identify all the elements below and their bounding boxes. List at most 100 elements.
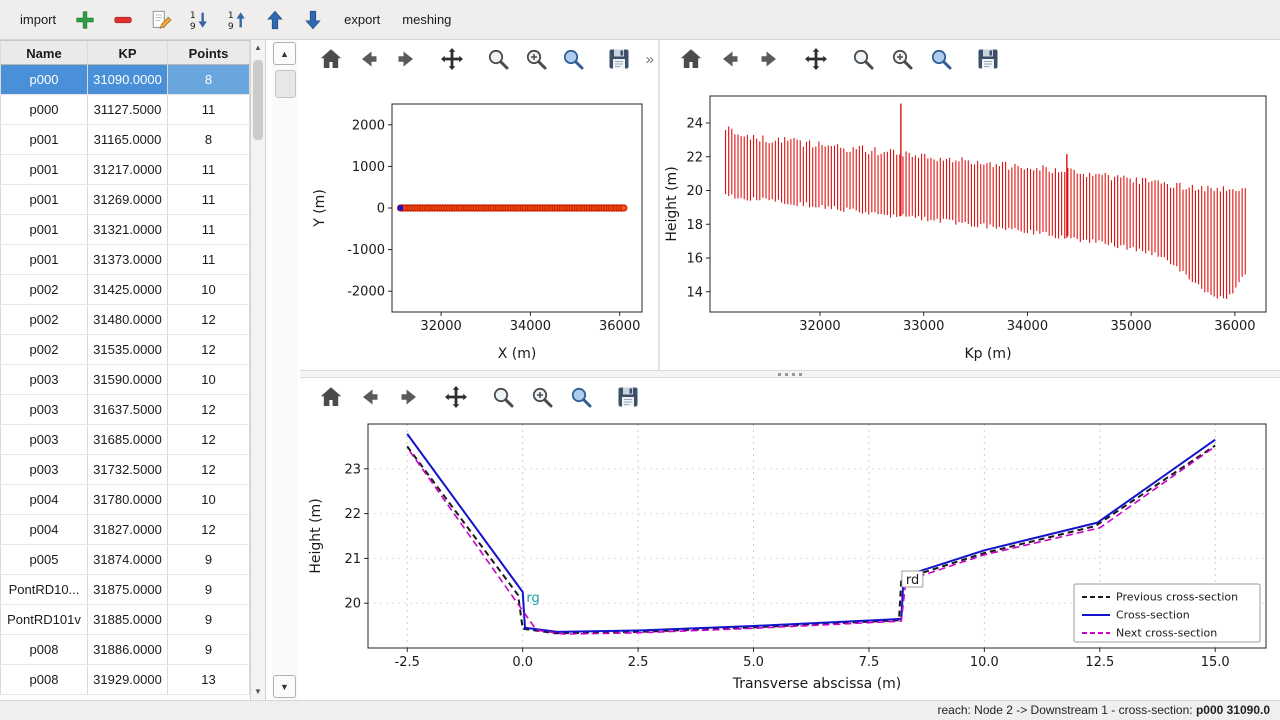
svg-text:12.5: 12.5 — [1085, 655, 1114, 670]
table-cell: p002 — [0, 275, 88, 305]
scroll-up-icon[interactable]: ▲ — [254, 43, 262, 52]
remove-cross-section-button[interactable] — [110, 6, 138, 34]
save-figure-button[interactable] — [613, 381, 645, 413]
table-cell: p003 — [0, 425, 88, 455]
zoom-in-button[interactable] — [521, 43, 552, 75]
table-row[interactable]: p001 31269.0000 11 — [0, 185, 250, 215]
edit-cross-section-button[interactable] — [148, 6, 176, 34]
pan-button[interactable] — [437, 43, 468, 75]
svg-text:2.5: 2.5 — [628, 655, 649, 670]
table-row[interactable]: p005 31874.0000 9 — [0, 545, 250, 575]
save-figure-button[interactable] — [604, 43, 635, 75]
minus-icon — [112, 9, 134, 31]
table-row[interactable]: p002 31535.0000 12 — [0, 335, 250, 365]
table-row[interactable]: p002 31425.0000 10 — [0, 275, 250, 305]
table-row[interactable]: p001 31321.0000 11 — [0, 215, 250, 245]
zoom-rect-button[interactable] — [566, 381, 598, 413]
pan-button[interactable] — [441, 381, 473, 413]
table-cell: p001 — [0, 125, 88, 155]
vertical-splitter[interactable] — [658, 40, 660, 370]
zoom-button[interactable] — [483, 43, 514, 75]
panel-scroll-up-button[interactable]: ▲ — [273, 42, 296, 65]
panel-scroll-down-button[interactable]: ▼ — [273, 675, 296, 698]
home-button[interactable] — [316, 43, 347, 75]
table-cell: p008 — [0, 635, 88, 665]
table-scrollbar-thumb[interactable] — [253, 60, 263, 140]
longitudinal-plot[interactable]: 32000 33000 34000 35000 36000 14 16 18 20 22 24 Kp … — [660, 78, 1280, 370]
table-row[interactable]: p003 31637.5000 12 — [0, 395, 250, 425]
home-button[interactable] — [316, 381, 348, 413]
forward-button[interactable] — [391, 43, 422, 75]
svg-text:Y (m): Y (m) — [312, 189, 328, 228]
zoom-button[interactable] — [488, 381, 520, 413]
table-cell: p001 — [0, 155, 88, 185]
import-button[interactable]: import — [14, 8, 62, 31]
table-cell: p001 — [0, 185, 88, 215]
table-row[interactable]: p004 31780.0000 10 — [0, 485, 250, 515]
zoom-button[interactable] — [848, 43, 880, 75]
cross-section-plot[interactable]: -2.5 0.0 2.5 5.0 7.5 10.0 12.5 15.0 20 21 22 23 Tran… — [300, 414, 1280, 700]
table-cell: 11 — [168, 95, 250, 125]
cross-section-list-panel: Name KP Points p000 31090.0000 8 p000 31127.… — [0, 40, 300, 700]
svg-text:23: 23 — [344, 462, 361, 477]
home-button[interactable] — [676, 43, 708, 75]
table-row[interactable]: p001 31373.0000 11 — [0, 245, 250, 275]
sort-ascending-button[interactable] — [186, 6, 214, 34]
back-button[interactable] — [354, 43, 385, 75]
table-cell: PontRD101v — [0, 605, 88, 635]
table-row[interactable]: p000 31090.0000 8 — [0, 65, 250, 95]
table-row[interactable]: p001 31217.0000 11 — [0, 155, 250, 185]
table-cell: 9 — [168, 635, 250, 665]
table-cell: 31827.0000 — [88, 515, 168, 545]
table-row[interactable]: p003 31685.0000 12 — [0, 425, 250, 455]
back-button[interactable] — [355, 381, 387, 413]
forward-button[interactable] — [394, 381, 426, 413]
meshing-button[interactable]: meshing — [396, 8, 457, 31]
table-cell: 11 — [168, 245, 250, 275]
table-row[interactable]: p000 31127.5000 11 — [0, 95, 250, 125]
table-cell: p005 — [0, 545, 88, 575]
table-row[interactable]: p003 31732.5000 12 — [0, 455, 250, 485]
table-scrollbar[interactable]: ▲ ▼ — [250, 40, 266, 700]
table-row[interactable]: p008 31886.0000 9 — [0, 635, 250, 665]
table-cell: 31886.0000 — [88, 635, 168, 665]
forward-button[interactable] — [754, 43, 786, 75]
zoom-in-button[interactable] — [887, 43, 919, 75]
sort-descending-button[interactable] — [224, 6, 252, 34]
zoom-rect-button[interactable] — [558, 43, 589, 75]
scroll-down-icon[interactable]: ▼ — [254, 687, 262, 696]
panel-scrollbar[interactable]: ▲ ▼ — [272, 40, 298, 700]
back-button[interactable] — [715, 43, 747, 75]
export-button[interactable]: export — [338, 8, 386, 31]
move-up-button[interactable] — [262, 6, 290, 34]
zoom-rect-button[interactable] — [926, 43, 958, 75]
save-figure-button[interactable] — [973, 43, 1005, 75]
panel-scrollbar-thumb[interactable] — [275, 70, 296, 98]
table-cell: 31373.0000 — [88, 245, 168, 275]
table-row[interactable]: p002 31480.0000 12 — [0, 305, 250, 335]
save-icon — [616, 385, 640, 409]
pan-button[interactable] — [801, 43, 833, 75]
column-header-points[interactable]: Points — [168, 40, 250, 65]
svg-text:20: 20 — [686, 184, 703, 199]
table-cell: 31885.0000 — [88, 605, 168, 635]
magnifier-rect-icon — [561, 47, 585, 71]
table-row[interactable]: p008 31929.0000 13 — [0, 665, 250, 695]
horizontal-splitter[interactable] — [300, 370, 1280, 378]
add-cross-section-button[interactable] — [72, 6, 100, 34]
toolbar-overflow-button[interactable]: » — [642, 51, 658, 68]
plan-view-plot[interactable]: 32000 34000 36000 2000 1000 0 -1000 -2000 X (m) Y… — [300, 78, 658, 370]
move-down-button[interactable] — [300, 6, 328, 34]
table-row[interactable]: p003 31590.0000 10 — [0, 365, 250, 395]
table-cell: p000 — [0, 65, 88, 95]
svg-text:35000: 35000 — [1110, 319, 1151, 334]
table-cell: p003 — [0, 395, 88, 425]
table-row[interactable]: p001 31165.0000 8 — [0, 125, 250, 155]
table-row[interactable]: PontRD101v 31885.0000 9 — [0, 605, 250, 635]
table-row[interactable]: p004 31827.0000 12 — [0, 515, 250, 545]
magnifier-icon — [851, 47, 875, 71]
table-row[interactable]: PontRD10... 31875.0000 9 — [0, 575, 250, 605]
column-header-name[interactable]: Name — [0, 40, 88, 65]
zoom-in-button[interactable] — [527, 381, 559, 413]
column-header-kp[interactable]: KP — [88, 40, 168, 65]
